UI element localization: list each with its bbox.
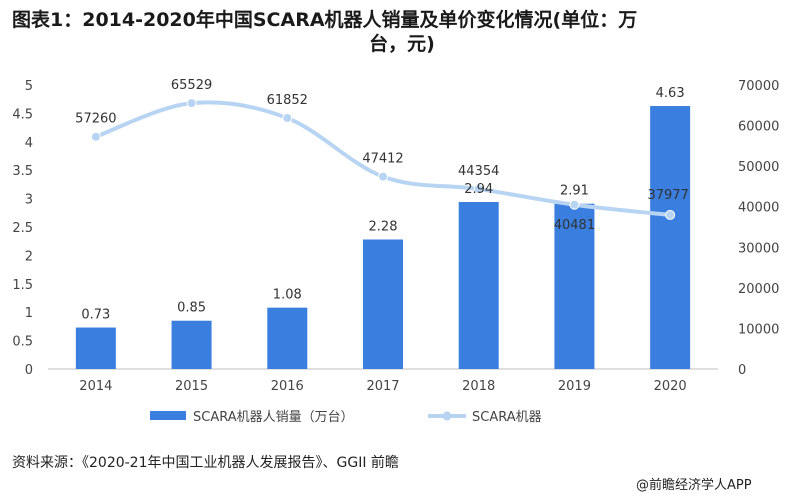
y-right-tick-label: 50000 — [738, 160, 779, 175]
y-left-tick-label: 0.5 — [12, 335, 33, 350]
x-tick-label: 2015 — [175, 379, 208, 394]
bar-value-label: 2.91 — [560, 184, 589, 199]
x-tick-label: 2020 — [654, 379, 687, 394]
y-right-tick-label: 60000 — [738, 120, 779, 135]
y-left-tick-label: 3 — [25, 193, 33, 208]
bar — [267, 307, 308, 369]
line-point — [473, 184, 484, 195]
line-value-label: 40481 — [554, 218, 595, 233]
bar-value-label: 0.73 — [81, 308, 110, 323]
x-tick-label: 2018 — [462, 379, 495, 394]
bar — [171, 320, 212, 369]
y-left-tick-label: 2 — [25, 249, 33, 264]
bar-value-label: 2.94 — [464, 182, 493, 197]
y-right-tick-label: 0 — [738, 363, 746, 378]
chart-title: 图表1：2014-2020年中国SCARA机器人销量及单价变化情况(单位：万 台… — [12, 8, 792, 56]
line-value-label: 61852 — [267, 93, 308, 108]
y-right-tick-label: 20000 — [738, 282, 779, 297]
line-point — [665, 209, 676, 220]
bar — [554, 203, 595, 369]
bar-value-label: 1.08 — [273, 288, 302, 303]
x-tick-label: 2019 — [558, 379, 591, 394]
line-value-label: 44354 — [458, 164, 499, 179]
y-right-tick-label: 30000 — [738, 241, 779, 256]
y-left-tick-label: 5 — [25, 79, 33, 94]
line-point — [282, 113, 293, 124]
legend-line-label: SCARA机器 — [472, 410, 542, 425]
source-note: 资料来源：《2020-21年中国工业机器人发展报告》、GGII 前瞻 — [12, 455, 399, 471]
brand-credit: @前瞻经济学人APP — [636, 478, 752, 493]
line-point — [186, 98, 197, 109]
chart-title-line1: 图表1：2014-2020年中国SCARA机器人销量及单价变化情况(单位：万 — [12, 9, 638, 31]
y-left-tick-label: 0 — [25, 363, 33, 378]
bar — [75, 327, 116, 369]
bar — [363, 239, 403, 369]
bar — [458, 202, 499, 369]
bar-value-label: 2.28 — [369, 219, 398, 234]
line-value-label: 65529 — [171, 78, 212, 93]
x-tick-label: 2014 — [79, 379, 112, 394]
y-left-tick-label: 2.5 — [12, 221, 33, 236]
bar — [650, 106, 691, 370]
legend-line-marker — [442, 411, 452, 421]
x-tick-label: 2016 — [271, 379, 304, 394]
line-value-label: 57260 — [75, 112, 116, 127]
bar-value-label: 0.85 — [177, 301, 206, 316]
y-right-tick-label: 70000 — [738, 79, 779, 94]
line-point — [90, 131, 101, 142]
x-tick-label: 2017 — [366, 379, 399, 394]
line-point — [569, 199, 580, 210]
y-left-tick-label: 1.5 — [12, 278, 33, 293]
legend-bar-label: SCARA机器人销量（万台） — [193, 410, 354, 425]
y-left-tick-label: 3.5 — [12, 164, 33, 179]
y-right-tick-label: 40000 — [738, 201, 779, 216]
line-point — [378, 171, 388, 182]
y-left-tick-label: 1 — [25, 306, 33, 321]
y-left-tick-label: 4 — [25, 136, 33, 151]
line-value-label: 47412 — [362, 152, 403, 167]
line-value-label: 37977 — [647, 188, 688, 203]
chart-title-line2: 台，元) — [369, 33, 435, 55]
y-right-tick-label: 10000 — [738, 322, 779, 337]
y-left-tick-label: 4.5 — [12, 107, 33, 122]
legend-bar-swatch — [150, 411, 186, 420]
bar-value-label: 4.63 — [656, 86, 685, 101]
